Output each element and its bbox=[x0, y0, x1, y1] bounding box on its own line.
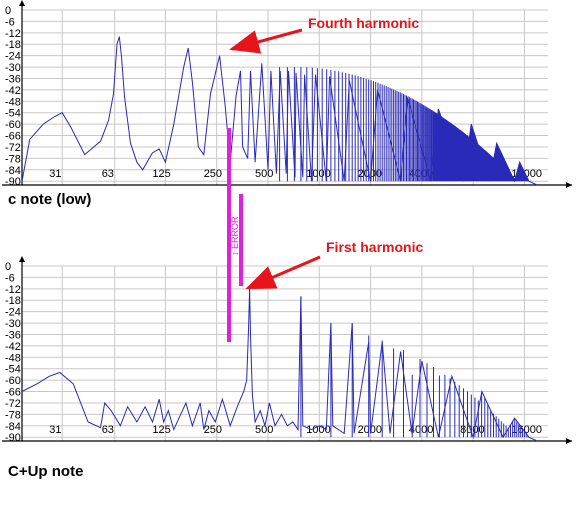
y-tick-label: -72 bbox=[5, 142, 21, 154]
annotation-first-harmonic: First harmonic bbox=[326, 239, 423, 255]
y-tick-label: -30 bbox=[5, 62, 21, 74]
y-tick-label: -66 bbox=[5, 131, 21, 143]
y-tick-label: -18 bbox=[5, 39, 21, 51]
y-tick-label: -18 bbox=[5, 295, 21, 307]
y-tick-label: -42 bbox=[5, 341, 21, 353]
chart-caption-up: C+Up note bbox=[8, 463, 83, 480]
y-tick-label: -6 bbox=[5, 16, 15, 28]
y-tick-label: -84 bbox=[5, 421, 21, 433]
x-tick-label: 125 bbox=[152, 424, 170, 436]
spectrum-line bbox=[21, 288, 538, 442]
x-tick-label: 250 bbox=[204, 424, 222, 436]
annotation-arrow-fourth bbox=[229, 28, 303, 54]
y-tick-label: -78 bbox=[5, 153, 21, 165]
x-tick-label: 500 bbox=[255, 168, 273, 180]
y-tick-label: -24 bbox=[5, 51, 21, 63]
y-tick-label: -84 bbox=[5, 165, 21, 177]
x-axis-arrow bbox=[566, 438, 572, 444]
spectrum-chart-up: 0-6-12-18-24-30-36-42-48-54-60-66-72-78-… bbox=[2, 256, 572, 444]
y-tick-label: -30 bbox=[5, 318, 21, 330]
y-tick-label: 0 bbox=[5, 5, 11, 17]
y-tick-label: -90 bbox=[5, 176, 21, 188]
harmonic-comb bbox=[300, 296, 529, 438]
y-tick-label: -54 bbox=[5, 364, 21, 376]
chart-caption-low: c note (low) bbox=[8, 191, 91, 208]
x-tick-label: 500 bbox=[255, 424, 273, 436]
y-tick-label: -12 bbox=[5, 28, 21, 40]
annotation-fourth-harmonic: Fourth harmonic bbox=[308, 15, 419, 31]
y-tick-label: -72 bbox=[5, 398, 21, 410]
y-axis-arrow bbox=[19, 256, 25, 262]
y-tick-label: -24 bbox=[5, 307, 21, 319]
x-tick-label: 63 bbox=[102, 168, 114, 180]
y-tick-label: -36 bbox=[5, 73, 21, 85]
y-axis-arrow bbox=[19, 0, 25, 6]
x-tick-label: 125 bbox=[152, 168, 170, 180]
y-tick-label: -66 bbox=[5, 387, 21, 399]
y-tick-label: -42 bbox=[5, 85, 21, 97]
y-tick-label: -90 bbox=[5, 432, 21, 444]
x-tick-label: 250 bbox=[204, 168, 222, 180]
x-axis-arrow bbox=[566, 182, 572, 188]
error-marker-label: ↕ ERROR bbox=[230, 216, 240, 256]
y-tick-label: 0 bbox=[5, 261, 11, 273]
spectrum-chart-low: 0-6-12-18-24-30-36-42-48-54-60-66-72-78-… bbox=[2, 0, 572, 188]
y-tick-label: -48 bbox=[5, 96, 21, 108]
x-tick-label: 31 bbox=[49, 168, 61, 180]
y-tick-label: -48 bbox=[5, 352, 21, 364]
y-tick-label: -78 bbox=[5, 409, 21, 421]
y-tick-label: -12 bbox=[5, 284, 21, 296]
y-tick-label: -54 bbox=[5, 108, 21, 120]
y-tick-label: -60 bbox=[5, 375, 21, 387]
x-tick-label: 2000 bbox=[358, 424, 382, 436]
y-tick-label: -6 bbox=[5, 272, 15, 284]
annotation-arrow-first bbox=[245, 255, 321, 290]
y-tick-label: -60 bbox=[5, 119, 21, 131]
x-tick-label: 1000 bbox=[306, 424, 330, 436]
harmonic-comb bbox=[279, 67, 530, 182]
x-tick-label: 31 bbox=[49, 424, 61, 436]
x-tick-label: 63 bbox=[102, 424, 114, 436]
y-tick-label: -36 bbox=[5, 329, 21, 341]
